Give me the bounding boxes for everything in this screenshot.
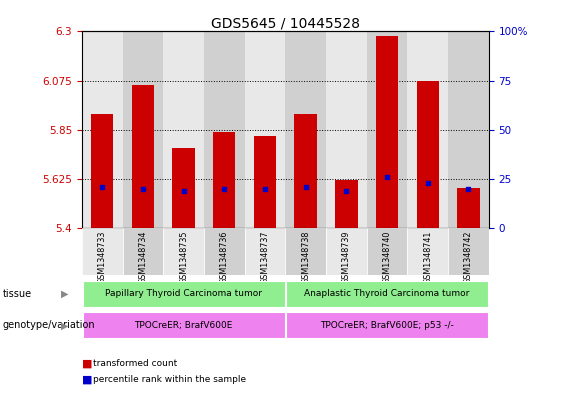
Bar [123,228,163,275]
Bar [416,81,439,228]
Text: GSM1348738: GSM1348738 [301,230,310,284]
Bar [285,228,326,275]
Title: GDS5645 / 10445528: GDS5645 / 10445528 [211,16,360,30]
Bar [82,312,285,338]
Bar [448,228,489,275]
Bar [326,31,367,228]
Bar [204,228,245,275]
Text: ▶: ▶ [61,289,68,299]
Text: Anaplastic Thyroid Carcinoma tumor: Anaplastic Thyroid Carcinoma tumor [305,289,470,298]
Bar [448,31,489,228]
Text: ■: ■ [82,358,93,369]
Bar [367,31,407,228]
Text: ■: ■ [82,374,93,384]
Bar [82,281,285,307]
Bar [294,114,317,228]
Bar [335,180,358,228]
Bar [285,31,326,228]
Bar [213,132,236,228]
Bar [123,31,163,228]
Text: Papillary Thyroid Carcinoma tumor: Papillary Thyroid Carcinoma tumor [105,289,262,298]
Bar [254,136,276,228]
Text: GSM1348740: GSM1348740 [383,230,392,284]
Bar [286,312,488,338]
Bar [376,36,398,228]
Text: GSM1348733: GSM1348733 [98,230,107,284]
Bar [367,228,407,275]
Bar [204,31,245,228]
Bar [132,85,154,228]
Text: percentile rank within the sample: percentile rank within the sample [93,375,246,384]
Bar [457,187,480,228]
Text: ▶: ▶ [61,320,68,331]
Bar [163,31,204,228]
Bar [82,228,123,275]
Text: genotype/variation: genotype/variation [3,320,95,331]
Bar [91,114,114,228]
Bar [407,31,448,228]
Text: GSM1348737: GSM1348737 [260,230,270,284]
Bar [407,228,448,275]
Bar [245,228,285,275]
Bar [326,228,367,275]
Bar [82,31,123,228]
Text: GSM1348742: GSM1348742 [464,230,473,284]
Bar [245,31,285,228]
Text: TPOCreER; BrafV600E: TPOCreER; BrafV600E [134,321,233,330]
Bar [163,228,204,275]
Text: GSM1348741: GSM1348741 [423,230,432,284]
Text: GSM1348735: GSM1348735 [179,230,188,284]
Bar [286,281,488,307]
Text: tissue: tissue [3,289,32,299]
Bar [172,148,195,228]
Text: GSM1348736: GSM1348736 [220,230,229,284]
Text: GSM1348739: GSM1348739 [342,230,351,284]
Text: TPOCreER; BrafV600E; p53 -/-: TPOCreER; BrafV600E; p53 -/- [320,321,454,330]
Text: GSM1348734: GSM1348734 [138,230,147,284]
Text: transformed count: transformed count [93,359,177,368]
